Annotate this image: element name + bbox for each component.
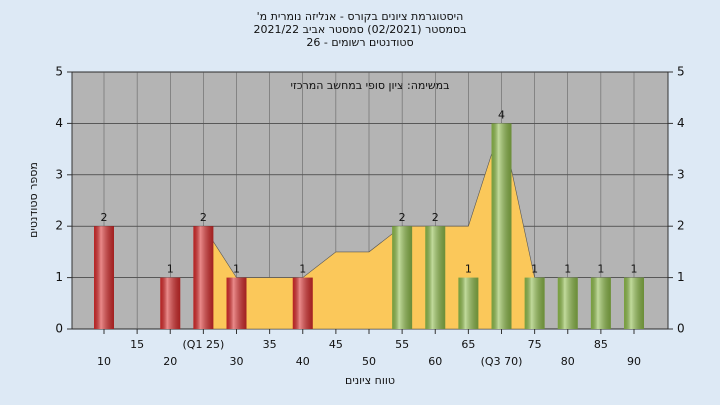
value-label: 2 [399,211,406,224]
value-label: 1 [597,263,604,276]
bar-shine [226,277,247,329]
y2-tick-label: 1 [677,270,685,284]
chart-subtitle: בסמסטר (02/2021) סמסטר אביב 2021/22 [253,23,466,36]
value-label: 4 [498,108,505,121]
x-tick-label: 15 [130,338,144,351]
bar-shine [425,226,446,329]
y2-tick-label: 5 [677,65,685,79]
x-tick-label: (Q3 70) [481,355,523,368]
bar-shine [524,277,545,329]
x-tick-label: 55 [395,338,409,351]
value-label: 1 [465,263,472,276]
y-tick-label: 0 [55,322,63,336]
value-label: 1 [631,263,638,276]
chart-subtitle: סטודנטים רשומים - 26 [306,36,413,49]
x-tick-label: 90 [627,355,641,368]
y-tick-label: 1 [55,270,63,284]
y-tick-label: 5 [55,65,63,79]
bar-shine [458,277,479,329]
value-label: 1 [564,263,571,276]
bar-shine [193,226,214,329]
bar-shine [557,277,578,329]
x-tick-label: 60 [428,355,442,368]
x-tick-label: 50 [362,355,376,368]
chart-title: היסטוגרמת ציונים בקורס - אנליזה נומרית מ… [257,10,464,23]
bar-shine [590,277,611,329]
x-tick-label: 40 [296,355,310,368]
y2-tick-label: 0 [677,322,685,336]
y2-tick-label: 4 [677,116,685,130]
value-label: 2 [101,211,108,224]
y-tick-label: 4 [55,116,63,130]
x-tick-label: 85 [594,338,608,351]
x-tick-label: 65 [461,338,475,351]
x-tick-label: 80 [561,355,575,368]
x-axis-label: טווח ציונים [345,374,395,387]
value-label: 1 [299,263,306,276]
annotation: במשימה: ציון סופי במחשב המרכזי [290,79,449,92]
x-tick-label: 10 [97,355,111,368]
x-tick-label: 20 [163,355,177,368]
x-tick-label: 45 [329,338,343,351]
bar-shine [624,277,644,329]
value-label: 1 [233,263,240,276]
y-tick-label: 3 [55,167,63,181]
value-label: 2 [200,211,207,224]
y-tick-label: 2 [55,219,63,233]
bar-shine [392,226,413,329]
bar-shine [160,277,181,329]
x-tick-label: (Q1 25) [183,338,225,351]
x-tick-label: 30 [230,355,244,368]
bar-shine [491,123,512,330]
value-label: 1 [167,263,174,276]
value-label: 1 [531,263,538,276]
value-label: 2 [432,211,439,224]
x-tick-label: 35 [263,338,277,351]
bar-shine [94,226,114,329]
x-tick-label: 75 [528,338,542,351]
y2-tick-label: 2 [677,219,685,233]
y-axis-label: מספר סטודנטים [27,162,40,238]
y2-tick-label: 3 [677,167,685,181]
bar-shine [292,277,313,329]
